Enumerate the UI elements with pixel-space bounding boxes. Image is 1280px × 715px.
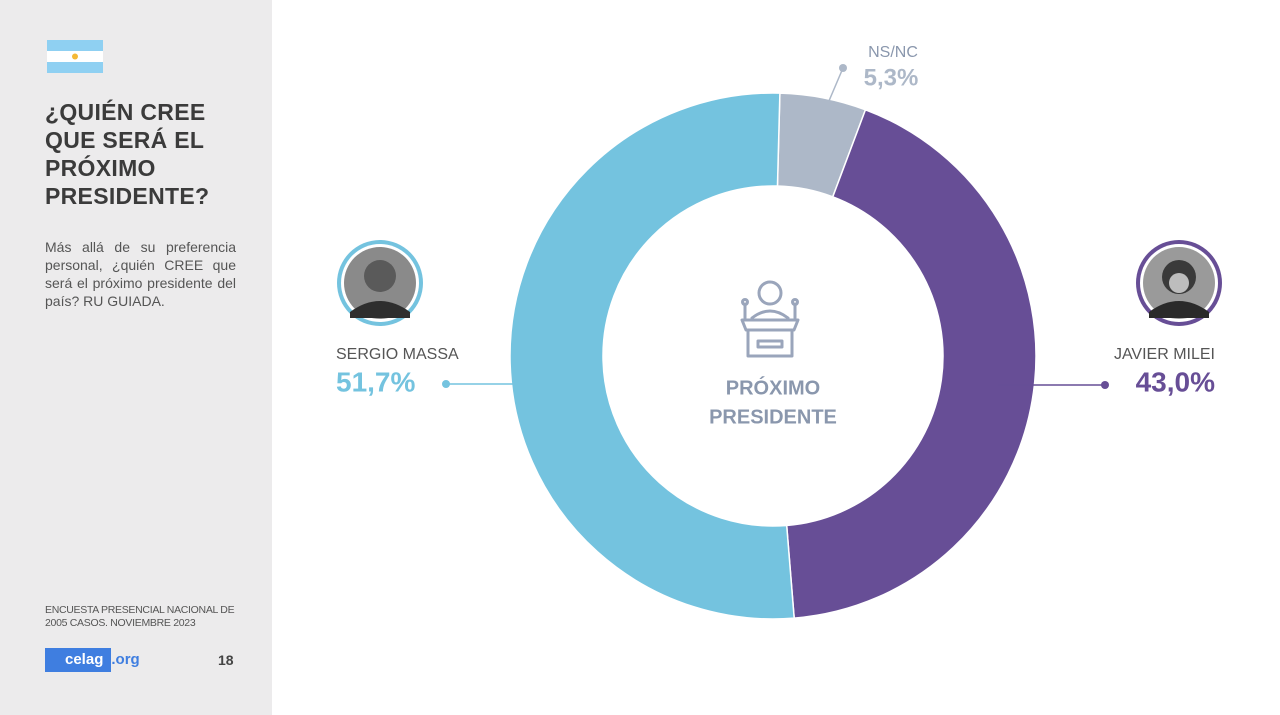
slice	[785, 108, 1037, 619]
leader-dot	[839, 64, 847, 72]
center-label: PRÓXIMO	[726, 375, 820, 399]
center-label: PRESIDENTE	[709, 406, 837, 428]
value-label: 5,3%	[864, 64, 919, 91]
flag	[47, 40, 103, 73]
source: ENCUESTA PRESENCIAL NACIONAL DE 2005 CAS…	[45, 604, 235, 629]
logo-text: celag	[45, 648, 112, 672]
value-label: 51,7%	[336, 366, 415, 397]
leader-dot	[442, 380, 450, 388]
photo-massa	[337, 240, 423, 326]
category-label: NS/NC	[868, 44, 918, 61]
logo-suffix: .org	[111, 651, 140, 668]
logo: celag .org	[45, 648, 140, 672]
page-number: 18	[218, 652, 234, 668]
slice	[509, 92, 795, 620]
leader-dot	[1101, 381, 1109, 389]
leader-line	[819, 67, 844, 123]
photo-milei	[1136, 240, 1222, 326]
sidebar: ¿QUIÉN CREE QUE SERÁ EL PRÓXIMO PRESIDEN…	[0, 0, 272, 715]
subtitle: Más allá de su preferencia personal, ¿qu…	[45, 239, 236, 309]
title: ¿QUIÉN CREE QUE SERÁ EL PRÓXIMO PRESIDEN…	[45, 99, 210, 209]
center-icon	[740, 280, 800, 358]
value-label: 43,0%	[1136, 366, 1215, 397]
category-label: JAVIER MILEI	[1114, 346, 1215, 363]
category-label: SERGIO MASSA	[336, 346, 459, 363]
